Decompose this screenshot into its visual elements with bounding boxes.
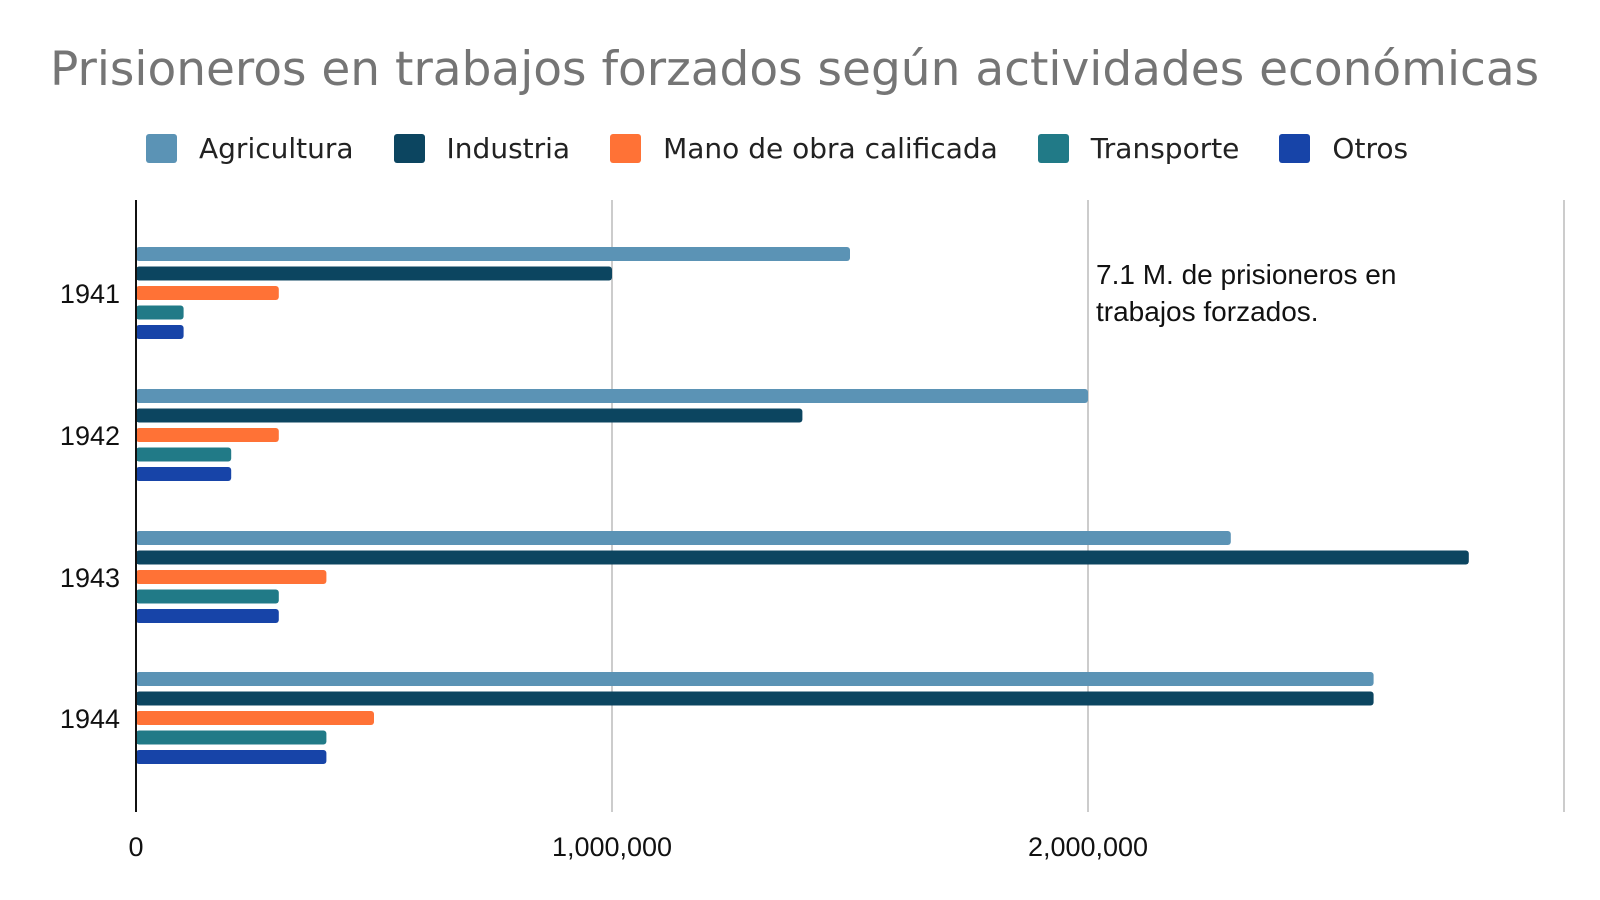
legend-item: Agricultura: [146, 132, 354, 165]
bar: [136, 570, 327, 584]
x-tick-label: 2,000,000: [1028, 832, 1148, 862]
legend-swatch: [610, 133, 642, 163]
bar: [136, 247, 850, 261]
legend-swatch: [1037, 133, 1069, 163]
bar: [136, 467, 232, 481]
legend-swatch: [1279, 133, 1311, 163]
chart-title: Prisioneros en trabajos forzados según a…: [50, 42, 1540, 97]
legend-item: Mano de obra calificada: [610, 132, 998, 165]
y-tick-label: 1943: [60, 563, 120, 593]
bar: [136, 589, 279, 604]
annotation: 7.1 M. de prisioneros en trabajos forzad…: [1096, 256, 1476, 330]
legend: Agricultura Industria Mano de obra calific…: [146, 128, 1448, 168]
bar: [136, 408, 803, 423]
bar: [136, 711, 374, 725]
bar: [136, 305, 184, 320]
annotation-line-2: trabajos forzados.: [1096, 296, 1319, 327]
bar: [136, 286, 279, 300]
y-tick-label: 1944: [60, 704, 120, 734]
legend-item: Otros: [1279, 132, 1408, 165]
legend-item: Industria: [393, 131, 571, 165]
legend-swatch: [146, 133, 177, 163]
bar: [136, 730, 327, 745]
legend-label: Otros: [1332, 131, 1409, 165]
bar: [136, 531, 1231, 545]
bar: [136, 266, 612, 281]
bar: [136, 550, 1469, 565]
x-tick-label: 0: [128, 832, 143, 862]
bar: [136, 609, 279, 623]
bar: [136, 325, 184, 339]
bar: [136, 750, 327, 764]
bar: [136, 691, 1374, 706]
bar: [136, 389, 1088, 403]
legend-label: Mano de obra calificada: [663, 131, 998, 165]
legend-label: Transporte: [1090, 131, 1240, 165]
annotation-line-1: 7.1 M. de prisioneros en: [1096, 259, 1397, 290]
bar: [136, 447, 232, 462]
bar: [136, 428, 279, 442]
bar: [136, 672, 1374, 686]
legend-swatch: [393, 133, 425, 163]
x-tick-label: 1,000,000: [552, 832, 672, 862]
y-tick-label: 1941: [60, 279, 120, 309]
legend-label: Industria: [446, 131, 571, 165]
legend-item: Transporte: [1037, 131, 1240, 165]
legend-label: Agricultura: [199, 131, 354, 165]
y-tick-label: 1942: [60, 421, 120, 451]
